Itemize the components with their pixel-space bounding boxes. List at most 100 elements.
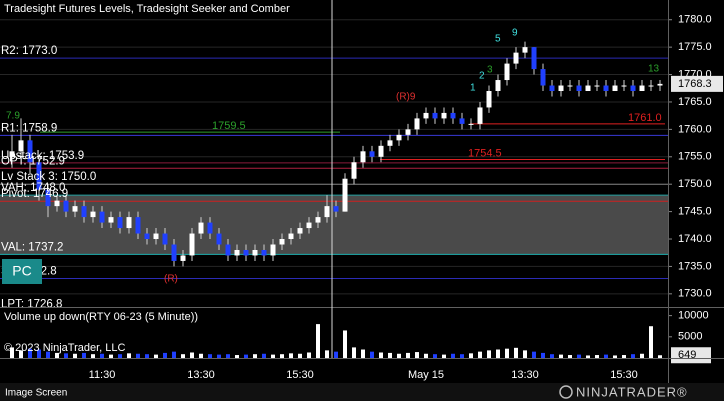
- y-tick-label: 1750.0: [678, 178, 712, 190]
- volume-bar: [640, 353, 644, 358]
- y-tick-label: 1735.0: [678, 260, 712, 272]
- candle-body: [252, 249, 258, 256]
- x-tick-label: 11:30: [89, 369, 116, 381]
- y-tick-label: 1755.0: [678, 151, 712, 163]
- last-volume-label: 649: [678, 349, 696, 361]
- volume-bar: [10, 347, 14, 358]
- status-text: Image Screen: [5, 388, 67, 399]
- volume-bar: [406, 352, 410, 358]
- volume-bar: [469, 353, 473, 358]
- candle-body: [486, 91, 492, 108]
- last-price-label: 1768.3: [678, 78, 712, 90]
- volume-bar: [181, 354, 185, 358]
- annotation: 13: [648, 64, 660, 75]
- candle-body: [189, 233, 195, 256]
- level-label: VAL: 1737.2: [1, 241, 63, 253]
- candle-body: [216, 233, 222, 245]
- candle-body: [513, 52, 519, 64]
- volume-bar: [91, 354, 95, 358]
- last-price-box: [671, 75, 723, 92]
- y-tick-label: 1780.0: [678, 14, 712, 26]
- volume-bar: [658, 355, 662, 358]
- volume-bar: [325, 350, 329, 358]
- x-tick-label: 13:30: [511, 369, 539, 381]
- volume-bar: [352, 347, 356, 358]
- volume-bar: [298, 353, 302, 358]
- volume-bar: [424, 353, 428, 358]
- level-label: R2: 1773.0: [1, 45, 57, 57]
- pc-button-bg[interactable]: [2, 259, 42, 284]
- candle-body: [549, 85, 555, 92]
- candle-body: [207, 222, 213, 234]
- volume-bar: [550, 354, 554, 358]
- chart-title: Tradesight Futures Levels, Tradesight Se…: [4, 3, 290, 15]
- volume-bar: [235, 355, 239, 358]
- annotation: 7.9: [6, 111, 20, 122]
- annotation: (R)9: [396, 92, 416, 103]
- volume-bar: [100, 353, 104, 358]
- volume-bar: [460, 354, 464, 358]
- candle-body: [54, 200, 60, 207]
- volume-bar: [622, 355, 626, 358]
- volume-bar: [109, 354, 113, 358]
- candle-body: [315, 217, 321, 223]
- annotation: 5: [495, 34, 501, 45]
- segment-label: 1759.5: [212, 120, 246, 132]
- volume-bar: [262, 353, 266, 358]
- status-bar: [0, 383, 724, 401]
- candle-body: [621, 85, 627, 87]
- volume-bar: [37, 349, 41, 358]
- volume-bar: [388, 352, 392, 358]
- logo-icon: [559, 385, 573, 399]
- copyright: © 2023 NinjaTrader, LLC: [4, 342, 125, 354]
- candle-body: [603, 85, 609, 92]
- volume-bar: [397, 353, 401, 358]
- volume-bar: [307, 352, 311, 358]
- volume-bar: [334, 351, 338, 358]
- value-area: [0, 195, 668, 255]
- candle-body: [81, 206, 87, 218]
- candle-body: [180, 255, 186, 261]
- volume-bar: [55, 352, 59, 358]
- volume-bar: [244, 354, 248, 358]
- level-label: Lv Stack 3: 1750.0: [1, 171, 96, 183]
- candle-body: [585, 85, 591, 92]
- candle-body: [342, 178, 348, 212]
- volume-bar: [496, 349, 500, 358]
- volume-bar: [316, 324, 320, 358]
- x-tick-label: May 15: [408, 369, 444, 381]
- pc-button[interactable]: PC: [2, 259, 42, 284]
- volume-bar: [217, 354, 221, 358]
- candle-body: [396, 134, 402, 141]
- volume-bar: [604, 354, 608, 358]
- volume-bar: [253, 354, 257, 358]
- candle-body: [630, 85, 636, 92]
- volume-bar: [487, 350, 491, 358]
- level-label: VAH: 1748.0: [1, 182, 65, 194]
- volume-bar: [82, 352, 86, 358]
- volume-bar: [586, 355, 590, 358]
- volume-bar: [514, 347, 518, 358]
- volume-bar: [271, 354, 275, 358]
- candle-body: [414, 118, 420, 130]
- pc-button-label[interactable]: PC: [12, 263, 31, 279]
- candle-body: [27, 140, 33, 163]
- candle-body: [18, 140, 24, 152]
- volume-bar: [145, 354, 149, 358]
- volume-bar: [568, 355, 572, 358]
- last-volume-box: [671, 347, 711, 364]
- volume-bar: [190, 352, 194, 358]
- annotation: 3: [487, 65, 493, 76]
- candle-body: [459, 118, 465, 124]
- candle-body: [378, 145, 384, 157]
- level-label: LPT: 1726.8: [1, 298, 62, 310]
- volume-bar: [532, 351, 536, 358]
- candle-body: [450, 112, 456, 119]
- candle-body: [99, 211, 105, 223]
- volume-bar: [343, 330, 347, 358]
- candle-body: [63, 200, 69, 212]
- candle-body: [108, 217, 114, 223]
- volume-bar: [370, 351, 374, 358]
- y-tick-label: 10000: [678, 310, 709, 322]
